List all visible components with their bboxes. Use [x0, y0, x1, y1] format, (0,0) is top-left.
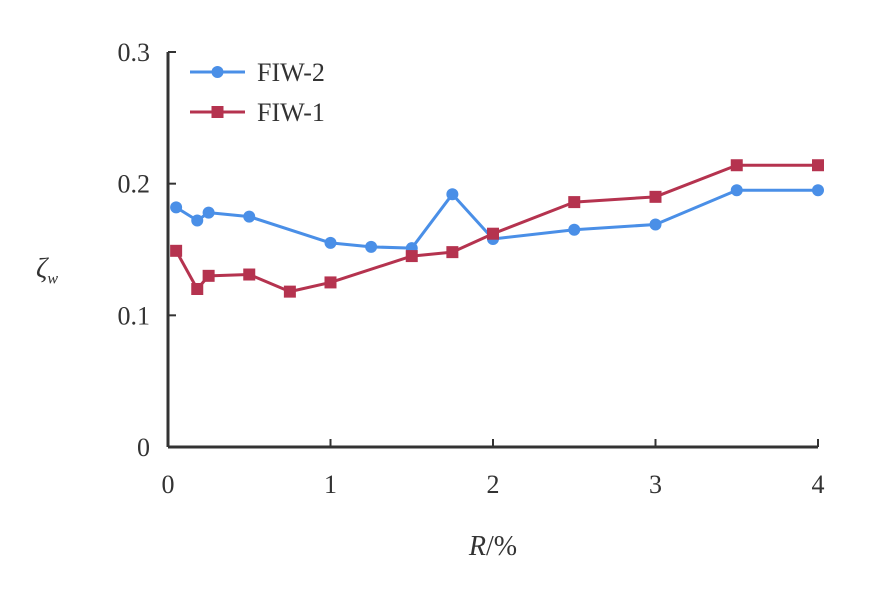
- data-point: [649, 218, 662, 231]
- legend: FIW-2 FIW-1: [190, 58, 325, 127]
- data-point: [446, 246, 459, 259]
- data-point: [730, 159, 743, 172]
- data-point: [812, 159, 824, 172]
- x-tick-label: 3: [649, 470, 662, 499]
- y-axis-title-subscript: w: [47, 271, 58, 288]
- x-tick-label: 4: [812, 470, 825, 499]
- data-point: [324, 236, 337, 249]
- data-point: [324, 276, 337, 289]
- y-tick-label: 0.3: [118, 38, 151, 67]
- data-point: [170, 201, 183, 214]
- data-point: [405, 250, 418, 263]
- data-point: [487, 227, 499, 240]
- y-axis-title-symbol: ζ: [36, 254, 49, 285]
- data-point: [243, 210, 256, 223]
- y-tick-label: 0.2: [118, 170, 151, 199]
- legend-marker: [211, 66, 224, 78]
- legend-label: FIW-2: [257, 58, 325, 87]
- data-point: [243, 268, 256, 281]
- x-tick-label: 1: [324, 470, 337, 499]
- data-point: [191, 214, 204, 227]
- y-tick-label: 0: [137, 433, 150, 462]
- x-ticks: 0 1 2 3 4: [162, 439, 825, 499]
- series-fiw-1: [170, 159, 824, 298]
- legend-item: FIW-1: [190, 98, 325, 127]
- data-point: [812, 184, 824, 197]
- x-tick-label: 2: [487, 470, 500, 499]
- data-point: [170, 244, 183, 257]
- data-point: [446, 188, 459, 201]
- x-tick-label: 0: [162, 470, 175, 499]
- data-point: [202, 269, 215, 282]
- data-point: [283, 285, 296, 298]
- legend-label: FIW-1: [257, 98, 325, 127]
- x-axis-title: R/%: [468, 531, 517, 562]
- data-point: [730, 184, 743, 197]
- y-ticks: 0 0.1 0.2 0.3: [118, 38, 176, 462]
- data-point: [191, 283, 204, 295]
- x-axis-title-unit: /%: [486, 531, 517, 562]
- y-axis-title: ζw: [36, 254, 58, 288]
- legend-item: FIW-2: [190, 58, 325, 87]
- legend-marker: [211, 106, 224, 118]
- y-tick-label: 0.1: [118, 301, 151, 330]
- data-point: [365, 240, 378, 253]
- series-layer: [170, 159, 824, 298]
- data-point: [568, 223, 581, 236]
- data-point: [649, 190, 662, 203]
- x-axis-title-main: R: [468, 531, 486, 562]
- data-point: [202, 206, 215, 219]
- series-fiw-2: [170, 184, 824, 255]
- data-point: [568, 196, 581, 209]
